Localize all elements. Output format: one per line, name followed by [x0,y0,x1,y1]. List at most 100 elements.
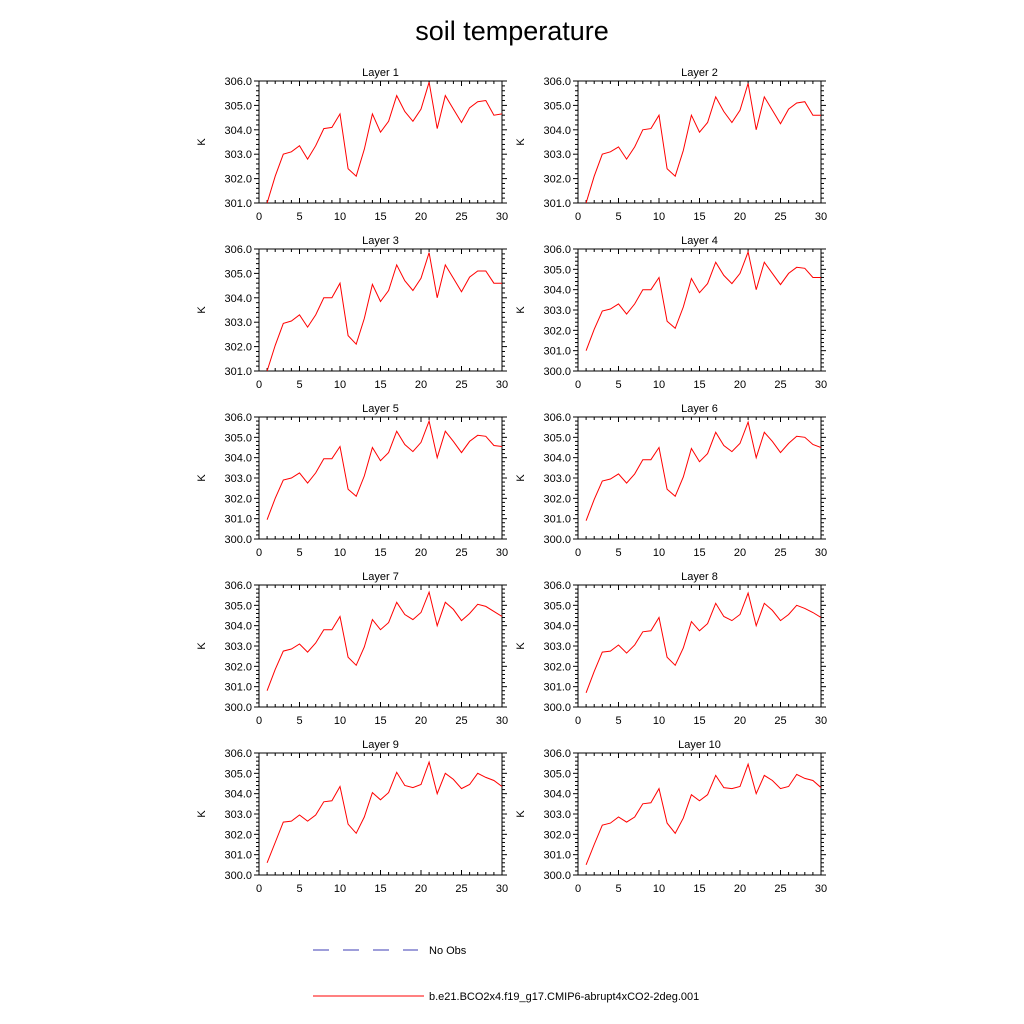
plot-frame [258,416,503,540]
plot-frame [577,80,822,204]
x-tick-label: 20 [734,547,746,559]
panel-layer-6: Layer 6 0 5 10 15 20 25 30 300.0 301.0 302.0 303.0 3… [515,403,827,559]
x-tick-label: 5 [296,883,302,895]
y-tick-label: 304.0 [543,789,571,801]
panel-layer-4: Layer 4 0 5 10 15 20 25 30 300.0 301.0 302.0 303.0 3… [515,235,827,391]
y-axis-label: K [196,306,208,314]
x-tick-label: 30 [815,211,827,223]
x-tick-label: 0 [575,379,581,391]
x-tick-label: 20 [734,211,746,223]
series-line [266,419,502,520]
y-tick-label: 305.0 [543,768,571,780]
y-tick-label: 301.0 [543,514,571,526]
panel-layer-7: Layer 7 0 5 10 15 20 25 30 300.0 301.0 302.0 303.0 3… [196,571,508,727]
y-tick-label: 304.0 [224,293,252,305]
y-axis-label: K [515,642,527,650]
y-tick-label: 305.0 [224,100,252,112]
x-tick-label: 0 [575,547,581,559]
y-axis-label: K [196,474,208,482]
y-tick-label: 304.0 [543,125,571,137]
panel-title: Layer 9 [362,739,399,751]
y-tick-label: 302.0 [224,342,252,354]
x-tick-label: 30 [496,883,508,895]
y-tick-label: 304.0 [543,621,571,633]
x-tick-label: 25 [774,715,786,727]
y-tick-label: 300.0 [543,702,571,714]
y-tick-label: 300.0 [224,534,252,546]
x-tick-label: 15 [374,379,386,391]
y-tick-label: 303.0 [543,809,571,821]
y-axis-label: K [196,642,208,650]
y-tick-label: 305.0 [224,268,252,280]
y-tick-label: 306.0 [543,76,571,88]
x-tick-label: 30 [496,715,508,727]
series-line [585,762,821,865]
x-tick-label: 10 [653,715,665,727]
x-tick-label: 30 [815,547,827,559]
y-tick-label: 304.0 [543,285,571,297]
y-tick-label: 306.0 [543,580,571,592]
x-tick-label: 15 [693,547,705,559]
x-tick-label: 10 [653,547,665,559]
series-line [266,590,502,691]
y-tick-label: 301.0 [224,850,252,862]
y-tick-label: 305.0 [543,100,571,112]
plot-frame [258,80,503,204]
x-tick-label: 0 [256,547,262,559]
x-tick-label: 25 [774,883,786,895]
plot-frame [577,416,822,540]
plot-frame [577,248,822,372]
y-tick-label: 301.0 [224,366,252,378]
legend-label-no-obs: No Obs [429,945,467,957]
series-line [266,82,502,203]
y-tick-label: 306.0 [224,244,252,256]
y-tick-label: 302.0 [224,493,252,505]
x-tick-label: 15 [374,547,386,559]
x-tick-label: 15 [374,883,386,895]
x-tick-label: 10 [334,379,346,391]
y-tick-label: 300.0 [224,870,252,882]
plot-frame [577,752,822,876]
y-tick-label: 304.0 [224,453,252,465]
panel-layer-9: Layer 9 0 5 10 15 20 25 30 300.0 301.0 302.0 303.0 3… [196,739,508,895]
y-tick-label: 303.0 [224,809,252,821]
y-tick-label: 301.0 [543,198,571,210]
x-tick-label: 30 [815,883,827,895]
x-tick-label: 5 [615,547,621,559]
y-tick-label: 300.0 [543,534,571,546]
y-tick-label: 304.0 [224,789,252,801]
x-tick-label: 5 [615,211,621,223]
x-tick-label: 0 [575,211,581,223]
x-tick-label: 30 [815,715,827,727]
y-tick-label: 303.0 [543,473,571,485]
y-tick-label: 306.0 [224,580,252,592]
x-tick-label: 15 [374,211,386,223]
y-axis-label: K [515,138,527,146]
y-tick-label: 302.0 [543,661,571,673]
x-tick-label: 0 [256,883,262,895]
x-tick-label: 5 [615,379,621,391]
x-tick-label: 5 [296,715,302,727]
x-tick-label: 20 [734,715,746,727]
y-tick-label: 303.0 [224,473,252,485]
y-tick-label: 305.0 [224,432,252,444]
series-line [585,83,821,203]
x-tick-label: 20 [415,715,427,727]
y-tick-label: 305.0 [543,600,571,612]
y-axis-label: K [515,306,527,314]
y-tick-label: 301.0 [224,682,252,694]
x-tick-label: 10 [653,379,665,391]
y-tick-label: 302.0 [543,493,571,505]
panel-title: Layer 1 [362,67,399,79]
y-axis-label: K [515,810,527,818]
x-tick-label: 15 [374,715,386,727]
x-tick-label: 20 [415,379,427,391]
x-tick-label: 0 [256,715,262,727]
x-tick-label: 25 [455,379,467,391]
y-tick-label: 303.0 [543,641,571,653]
x-tick-label: 20 [734,883,746,895]
panel-layer-5: Layer 5 0 5 10 15 20 25 30 300.0 301.0 302.0 303.0 3… [196,403,508,559]
x-tick-label: 25 [774,547,786,559]
x-tick-label: 25 [455,715,467,727]
y-axis-label: K [196,138,208,146]
